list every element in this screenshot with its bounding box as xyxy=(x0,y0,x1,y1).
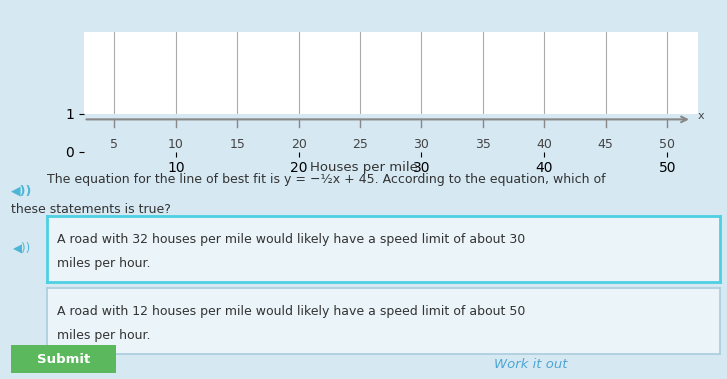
Text: 15: 15 xyxy=(229,138,245,151)
Text: 30: 30 xyxy=(414,138,430,151)
Text: Submit: Submit xyxy=(37,352,90,366)
Text: 50: 50 xyxy=(659,138,675,151)
Text: ◀)): ◀)) xyxy=(13,242,31,255)
Text: 35: 35 xyxy=(475,138,491,151)
Text: 10: 10 xyxy=(168,138,184,151)
Text: ◀)): ◀)) xyxy=(11,185,32,198)
Text: Houses per mile: Houses per mile xyxy=(310,161,417,174)
Text: miles per hour.: miles per hour. xyxy=(57,329,150,342)
Text: these statements is true?: these statements is true? xyxy=(11,203,171,216)
Text: miles per hour.: miles per hour. xyxy=(57,257,150,270)
Text: x: x xyxy=(698,111,704,121)
Text: 40: 40 xyxy=(537,138,553,151)
Text: 20: 20 xyxy=(291,138,307,151)
Text: 25: 25 xyxy=(352,138,368,151)
Text: 45: 45 xyxy=(598,138,614,151)
Text: Work it out: Work it out xyxy=(494,358,568,371)
Text: The equation for the line of best fit is y = −½x + 45. According to the equation: The equation for the line of best fit is… xyxy=(47,173,606,186)
Text: A road with 12 houses per mile would likely have a speed limit of about 50: A road with 12 houses per mile would lik… xyxy=(57,305,526,318)
Text: A road with 32 houses per mile would likely have a speed limit of about 30: A road with 32 houses per mile would lik… xyxy=(57,233,526,246)
Text: 5: 5 xyxy=(111,138,119,151)
